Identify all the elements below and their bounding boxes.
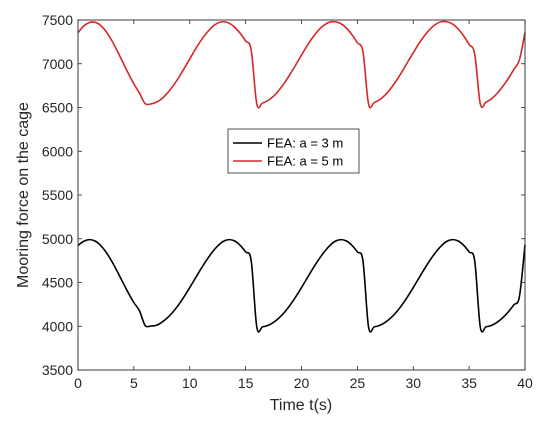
y-tick-label: 7000 <box>42 56 73 72</box>
x-tick-label: 10 <box>182 375 198 391</box>
x-tick-label: 20 <box>294 375 310 391</box>
legend-label-1: FEA: a = 3 m <box>267 136 343 151</box>
legend-box <box>227 128 360 174</box>
series-line-1 <box>77 238 526 333</box>
x-tick-label: 15 <box>238 375 254 391</box>
y-axis-ticks: 3500 4000 4500 5000 5500 6000 6500 7000 7500 <box>42 12 525 378</box>
y-tick-label: 5500 <box>42 187 73 203</box>
x-axis-label: Time t(s) <box>270 397 333 414</box>
x-tick-label: 25 <box>350 375 366 391</box>
series-line-2 <box>77 20 526 109</box>
y-tick-label: 6500 <box>42 100 73 116</box>
y-tick-label: 4500 <box>42 275 73 291</box>
y-tick-label: 7500 <box>42 12 73 28</box>
x-axis-ticks: 0 5 10 15 20 25 30 35 40 <box>74 20 533 391</box>
legend-label-2: FEA: a = 5 m <box>267 154 343 169</box>
y-tick-label: 5000 <box>42 231 73 247</box>
x-tick-label: 35 <box>461 375 477 391</box>
x-tick-label: 40 <box>517 375 533 391</box>
y-tick-label: 6000 <box>42 143 73 159</box>
y-axis-label: Mooring force on the cage <box>15 102 32 288</box>
plot-area <box>78 20 525 370</box>
x-tick-label: 0 <box>74 375 82 391</box>
legend-items: FEA: a = 3 m FEA: a = 5 m <box>233 136 343 169</box>
legend: FEA: a = 3 m FEA: a = 5 m <box>227 128 360 174</box>
x-tick-label: 5 <box>130 375 138 391</box>
y-tick-label: 3500 <box>42 362 73 378</box>
series-layer <box>77 20 526 333</box>
y-tick-label: 4000 <box>42 318 73 334</box>
x-tick-label: 30 <box>405 375 421 391</box>
